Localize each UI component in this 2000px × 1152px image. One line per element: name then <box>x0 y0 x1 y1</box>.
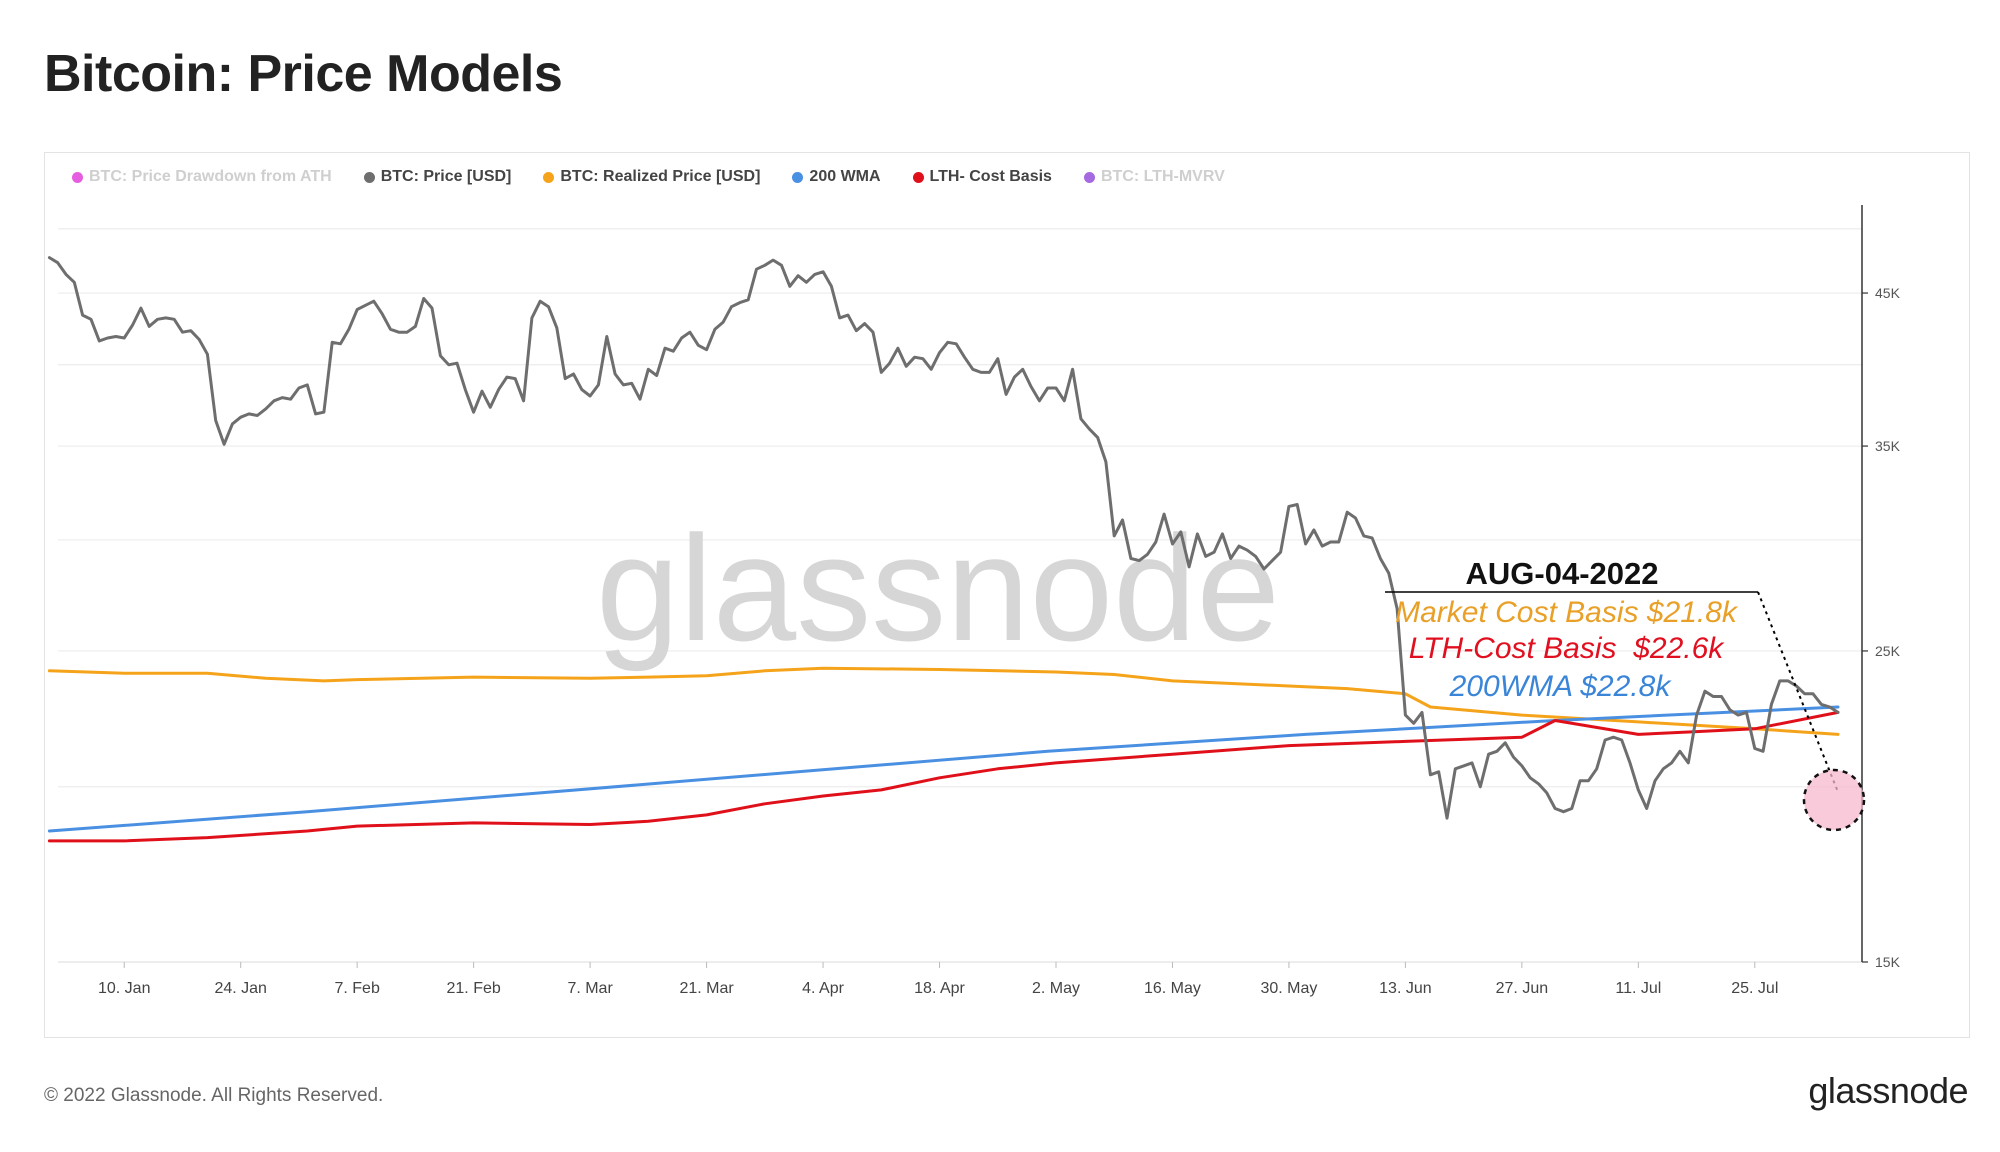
x-tick-label: 27. Jun <box>1496 980 1548 997</box>
annotation-market-cost-basis: Market Cost Basis $21.8k <box>1395 596 1739 629</box>
page-title: Bitcoin: Price Models <box>44 45 563 103</box>
x-tick-label: 30. May <box>1260 980 1317 997</box>
legend-dot-icon <box>1083 171 1095 183</box>
x-tick-label: 24. Jan <box>214 980 266 997</box>
y-tick-label: 45K <box>1875 285 1901 301</box>
legend-item-drawdown[interactable]: BTC: Price Drawdown from ATH <box>72 168 332 186</box>
legend-item-realized-price[interactable]: BTC: Realized Price [USD] <box>543 168 760 186</box>
series-line-btc-price <box>47 256 1840 820</box>
legend-item-200wma[interactable]: 200 WMA <box>792 168 881 186</box>
x-tick-label: 18. Apr <box>914 980 965 997</box>
series-line-realized-price <box>47 666 1840 736</box>
legend-dot-icon <box>912 171 924 183</box>
x-tick-label: 11. Jul <box>1615 980 1661 997</box>
legend-item-lth-cost-basis[interactable]: LTH- Cost Basis <box>912 168 1052 186</box>
annotation-highlight-circle <box>1802 768 1866 832</box>
watermark: glassnode <box>596 504 1280 672</box>
legend-item-lth-mvrv[interactable]: BTC: LTH-MVRV <box>1083 168 1225 186</box>
chart-panel <box>44 152 1970 1038</box>
x-tick-label: 21. Feb <box>447 980 501 997</box>
annotation: AUG-04-2022 Market Cost Basis $21.8k LTH… <box>1385 556 1866 832</box>
series-line-lth-cost-basis <box>47 710 1840 843</box>
x-tick-label: 10. Jan <box>98 980 150 997</box>
legend-label: BTC: Price Drawdown from ATH <box>89 168 332 185</box>
legend-label: BTC: Price [USD] <box>380 168 512 185</box>
x-tick-label: 13. Jun <box>1379 980 1431 997</box>
x-tick-label: 21. Mar <box>679 980 734 997</box>
annotation-date: AUG-04-2022 <box>1466 556 1659 591</box>
x-tick-label: 25. Jul <box>1731 980 1778 997</box>
x-tick-label: 16. May <box>1144 980 1201 997</box>
series-line-200wma <box>47 705 1840 833</box>
legend-label: BTC: LTH-MVRV <box>1100 168 1225 185</box>
annotation-200wma: 200WMA $22.8k <box>1449 670 1673 703</box>
y-tick-label: 35K <box>1875 438 1901 454</box>
x-tick-label: 7. Feb <box>334 980 379 997</box>
x-tick-label: 2. May <box>1032 980 1080 997</box>
chart-legend: BTC: Price Drawdown from ATH BTC: Price … <box>72 168 1225 186</box>
legend-dot-icon <box>792 171 804 183</box>
legend-item-price[interactable]: BTC: Price [USD] <box>363 168 512 186</box>
legend-dot-icon <box>543 171 555 183</box>
y-tick-label: 25K <box>1875 643 1901 659</box>
footer-logo: glassnode <box>1808 1070 1968 1111</box>
legend-dot-icon <box>72 171 83 183</box>
legend-label: BTC: Realized Price [USD] <box>560 168 761 185</box>
gridlines <box>58 228 1862 963</box>
y-axis: 15K 25K 35K 45K <box>1861 205 1901 970</box>
y-tick-label: 15K <box>1875 954 1901 970</box>
series-layer <box>47 256 1840 843</box>
x-tick-label: 4. Apr <box>802 980 844 997</box>
x-axis: 10. Jan 24. Jan 7. Feb 21. Feb 7. Mar 21. Mar… <box>98 962 1778 997</box>
annotation-pointer <box>1757 591 1839 793</box>
legend-dot-icon <box>363 171 375 183</box>
legend-label: LTH- Cost Basis <box>929 168 1052 185</box>
x-tick-label: 7. Mar <box>567 980 613 997</box>
legend-label: 200 WMA <box>809 168 881 185</box>
annotation-lth-cost-basis: LTH-Cost Basis $22.6k <box>1409 632 1726 665</box>
footer-copyright: © 2022 Glassnode. All Rights Reserved. <box>44 1085 384 1106</box>
